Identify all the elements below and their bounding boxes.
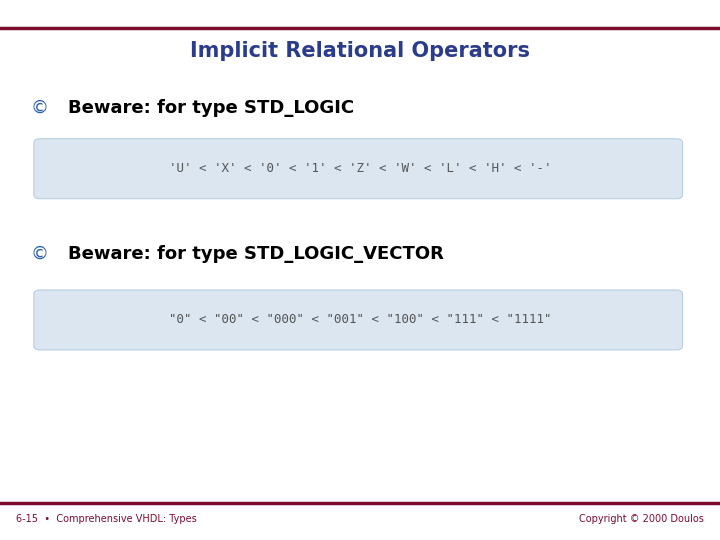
Text: ©: © xyxy=(30,99,49,117)
FancyBboxPatch shape xyxy=(34,139,683,199)
Text: ©: © xyxy=(30,245,49,263)
Text: Beware: for type STD_LOGIC: Beware: for type STD_LOGIC xyxy=(68,99,354,117)
Text: 6-15  •  Comprehensive VHDL: Types: 6-15 • Comprehensive VHDL: Types xyxy=(16,515,197,524)
Text: 'U' < 'X' < '0' < '1' < 'Z' < 'W' < 'L' < 'H' < '-': 'U' < 'X' < '0' < '1' < 'Z' < 'W' < 'L' … xyxy=(168,162,552,175)
Text: Copyright © 2000 Doulos: Copyright © 2000 Doulos xyxy=(580,515,704,524)
Text: Beware: for type STD_LOGIC_VECTOR: Beware: for type STD_LOGIC_VECTOR xyxy=(68,245,444,263)
Text: Implicit Relational Operators: Implicit Relational Operators xyxy=(190,41,530,62)
Text: "0" < "00" < "000" < "001" < "100" < "111" < "1111": "0" < "00" < "000" < "001" < "100" < "11… xyxy=(168,313,552,326)
FancyBboxPatch shape xyxy=(34,290,683,350)
